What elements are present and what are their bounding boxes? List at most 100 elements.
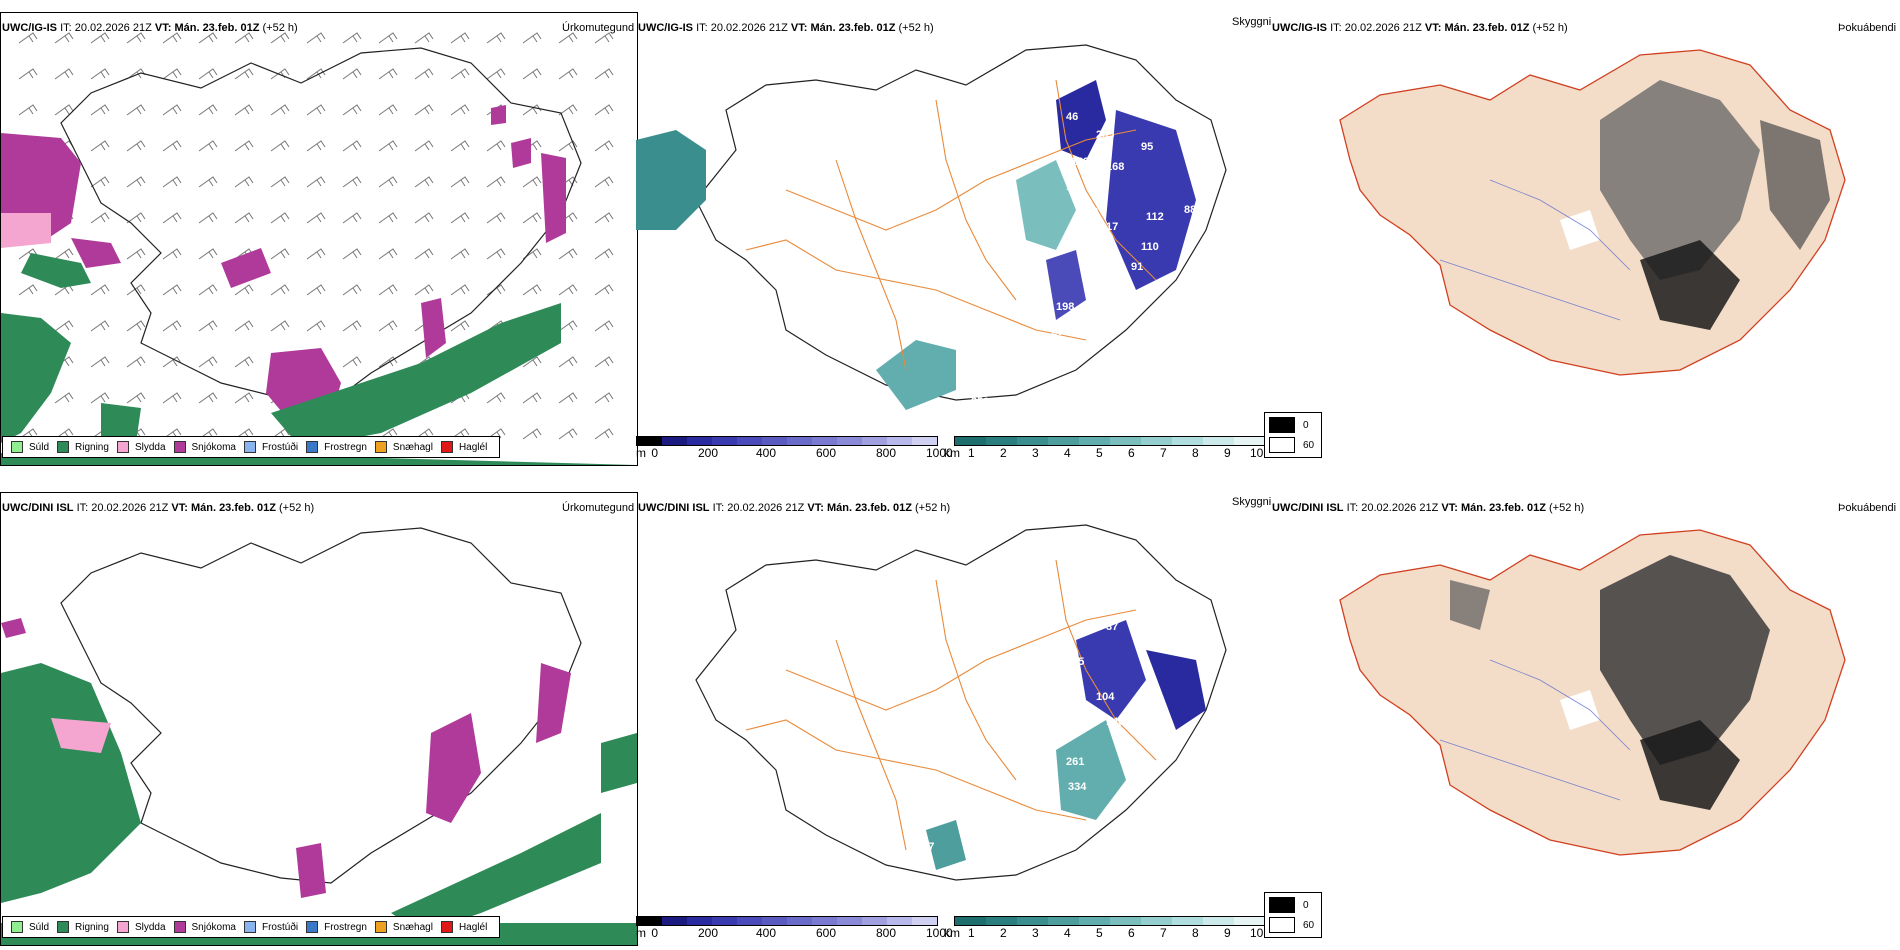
precip-map-row1 bbox=[1, 32, 637, 465]
it-label: IT: bbox=[60, 22, 72, 34]
visibility-value-label: 198 bbox=[1056, 301, 1074, 313]
wind-barb bbox=[162, 32, 182, 44]
visibility-value-label: 200 bbox=[1051, 326, 1069, 338]
wind-barb bbox=[450, 32, 470, 44]
wind-barb bbox=[162, 356, 182, 368]
visibility-value-label: 359 bbox=[971, 396, 989, 408]
wind-barb bbox=[594, 428, 614, 440]
model-name: UWC/IG-IS bbox=[2, 22, 57, 34]
wind-barb bbox=[378, 248, 398, 260]
visibility-value-label: 29 bbox=[716, 201, 728, 213]
wind-barb bbox=[450, 212, 470, 224]
wind-barb bbox=[414, 140, 434, 152]
wind-barb bbox=[54, 104, 74, 116]
legend-item-rigning: Rigning bbox=[57, 441, 109, 453]
wind-barb bbox=[486, 428, 506, 440]
visibility-value-label: 57 bbox=[1066, 231, 1078, 243]
legend-item-snaehagl: Snæhagl bbox=[374, 441, 433, 453]
wind-barb bbox=[450, 248, 470, 260]
visibility-value-label: 11 bbox=[1136, 721, 1148, 733]
wind-barb bbox=[522, 212, 542, 224]
wind-barb bbox=[594, 32, 614, 44]
wind-barb bbox=[198, 176, 218, 188]
wind-barb bbox=[90, 212, 110, 224]
visibility-value-label: 346 bbox=[976, 381, 994, 393]
wind-barb bbox=[126, 176, 146, 188]
wind-barb bbox=[594, 284, 614, 296]
wind-barb bbox=[522, 68, 542, 80]
wind-barb bbox=[54, 32, 74, 44]
wind-barb bbox=[594, 104, 614, 116]
wind-barb bbox=[198, 104, 218, 116]
visibility-km-ticks-row2: km 1 2 3 4 5 6 7 8 9 10 bbox=[944, 926, 1264, 940]
row1-vis-header: UWC/IG-IS IT: 20.02.2026 21Z VT: Mán. 23… bbox=[638, 22, 934, 34]
wind-barb bbox=[198, 248, 218, 260]
legend-item-slydda: Slydda bbox=[116, 441, 166, 453]
wind-barb bbox=[450, 320, 470, 332]
wind-barb bbox=[522, 248, 542, 260]
wind-barb bbox=[594, 320, 614, 332]
visibility-m-ticks-row1: m 0 200 400 600 800 1000 bbox=[636, 446, 953, 460]
wind-barb bbox=[342, 356, 362, 368]
wind-barb bbox=[522, 284, 542, 296]
wind-barb bbox=[342, 104, 362, 116]
wind-barb bbox=[378, 320, 398, 332]
wind-barb bbox=[414, 284, 434, 296]
wind-barb bbox=[414, 104, 434, 116]
wind-barb bbox=[342, 140, 362, 152]
wind-barb bbox=[234, 176, 254, 188]
legend-item-sudl: Súld bbox=[11, 441, 49, 453]
visibility-value-label: 17 bbox=[1106, 221, 1118, 233]
wind-barb bbox=[126, 320, 146, 332]
row2-precip-header: UWC/DINI ISL IT: 20.02.2026 21Z VT: Mán.… bbox=[2, 502, 315, 514]
wind-barb bbox=[378, 140, 398, 152]
wind-barb bbox=[198, 392, 218, 404]
wind-barb bbox=[306, 212, 326, 224]
wind-barb bbox=[18, 68, 38, 80]
visibility-m-ticks-row2: m 0 200 400 600 800 1000 bbox=[636, 926, 953, 940]
wind-barb bbox=[342, 32, 362, 44]
wind-barb bbox=[594, 212, 614, 224]
visibility-value-label: 30 bbox=[1136, 691, 1148, 703]
visibility-value-label: 261 bbox=[1066, 756, 1084, 768]
wind-barb bbox=[198, 284, 218, 296]
visibility-value-label: 334 bbox=[1068, 781, 1087, 793]
wind-barb bbox=[270, 140, 290, 152]
wind-barb bbox=[198, 32, 218, 44]
visibility-value-label: 99 bbox=[1191, 171, 1203, 183]
wind-barb bbox=[198, 356, 218, 368]
wind-barb bbox=[234, 356, 254, 368]
wind-barb bbox=[342, 248, 362, 260]
wind-barb bbox=[162, 248, 182, 260]
wind-barb bbox=[90, 68, 110, 80]
wind-barb bbox=[414, 212, 434, 224]
visibility-value-label: 88 bbox=[1184, 204, 1196, 216]
wind-barb bbox=[558, 392, 578, 404]
visibility-km-ticks-row1: km 1 2 3 4 5 6 7 8 9 10 bbox=[944, 446, 1264, 460]
wind-barb bbox=[450, 104, 470, 116]
wind-barb bbox=[198, 68, 218, 80]
visibility-m-colorbar-row2 bbox=[636, 916, 938, 926]
wind-barb bbox=[522, 392, 542, 404]
visibility-value-label: 91 bbox=[1131, 261, 1143, 273]
wind-barb bbox=[378, 356, 398, 368]
wind-barb bbox=[378, 68, 398, 80]
legend-item-haglel: Haglél bbox=[440, 441, 487, 453]
wind-barb bbox=[486, 392, 506, 404]
wind-barb bbox=[234, 212, 254, 224]
wind-barb bbox=[378, 32, 398, 44]
wind-barb bbox=[486, 212, 506, 224]
wind-barb bbox=[162, 104, 182, 116]
wind-barb bbox=[486, 176, 506, 188]
wind-barb bbox=[162, 392, 182, 404]
wind-barb bbox=[90, 392, 110, 404]
visibility-value-label: 46 bbox=[1066, 111, 1078, 123]
visibility-value-label: 18 bbox=[1066, 181, 1078, 193]
visibility-value-label: 135 bbox=[1066, 656, 1084, 668]
wind-barb bbox=[306, 284, 326, 296]
wind-barb bbox=[522, 176, 542, 188]
visibility-value-label: 120 bbox=[1091, 281, 1109, 293]
wind-barb bbox=[126, 32, 146, 44]
wind-barb bbox=[126, 140, 146, 152]
